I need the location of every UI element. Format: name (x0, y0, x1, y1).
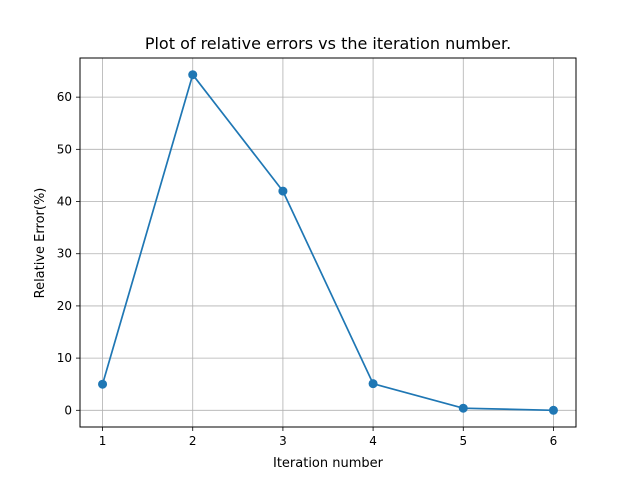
y-tick-label: 0 (64, 403, 72, 417)
y-tick-label: 40 (57, 195, 72, 209)
y-tick-label: 60 (57, 90, 72, 104)
grid-lines (80, 58, 576, 427)
data-point (98, 379, 108, 389)
plot-frame (79, 57, 577, 428)
y-tick-label: 50 (57, 142, 72, 156)
y-tick-label: 10 (57, 351, 72, 365)
y-axis-label: Relative Error(%) (33, 188, 48, 299)
plot-area (80, 58, 576, 427)
x-tick-label: 2 (189, 434, 197, 448)
x-tick-label: 3 (279, 434, 287, 448)
y-tick-label: 30 (57, 247, 72, 261)
data-point (278, 186, 288, 196)
y-tick-label: 20 (57, 299, 72, 313)
x-tick-label: 1 (99, 434, 107, 448)
data-point (458, 403, 468, 413)
data-point (368, 379, 378, 389)
chart-title: Plot of relative errors vs the iteration… (145, 34, 511, 53)
data-point (188, 70, 198, 80)
series-line (101, 73, 554, 412)
data-point (548, 405, 558, 415)
x-axis-label: Iteration number (273, 456, 384, 471)
series-layer (98, 70, 558, 415)
x-tick-label: 5 (459, 434, 467, 448)
x-tick-label: 6 (550, 434, 558, 448)
x-tick-label: 4 (369, 434, 377, 448)
